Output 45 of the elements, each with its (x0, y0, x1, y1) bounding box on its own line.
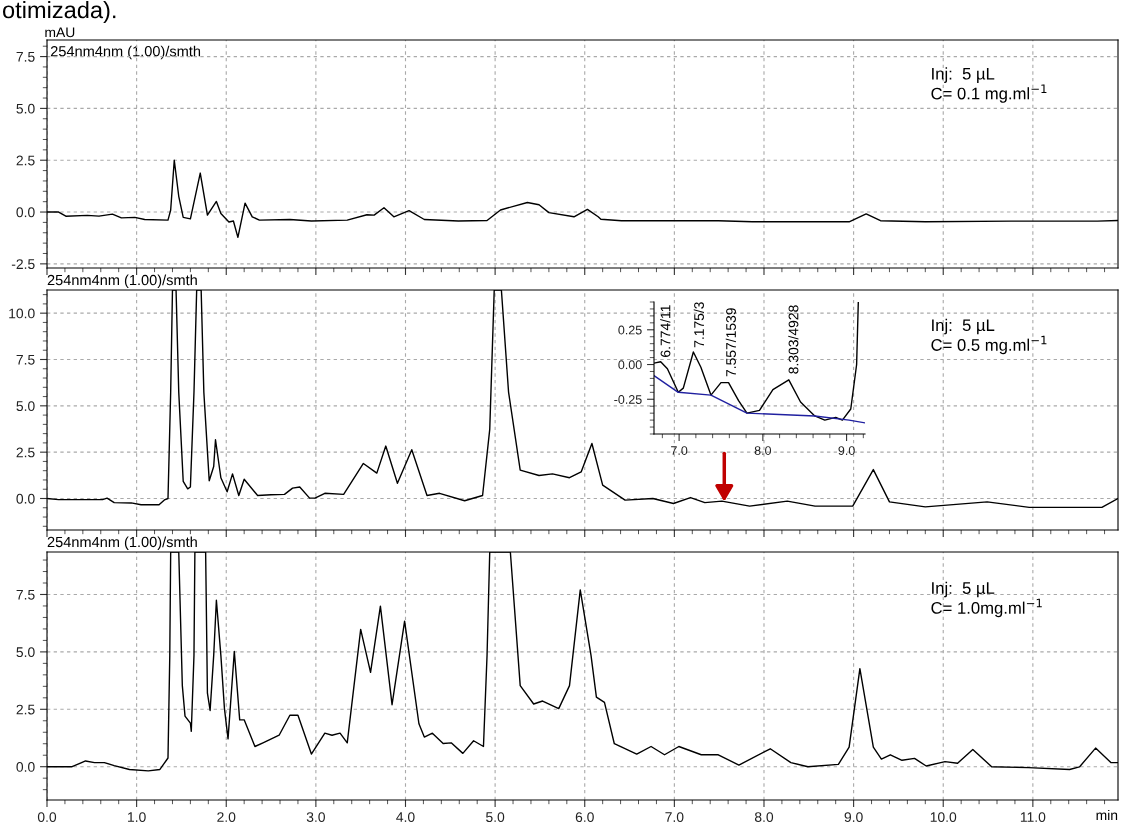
x-tick-label: 8.0 (754, 812, 774, 823)
y-tick-label: 7.5 (16, 354, 35, 365)
x-tick-label: 6.0 (575, 812, 594, 823)
annotation: Inj: 5 µL C= 0.1 mg.ml$^{−1}$ (931, 67, 1047, 103)
x-tick-label: 2.0 (217, 812, 236, 823)
y-tick-label: 0.25 (618, 325, 642, 335)
y-tick-label: 0.0 (16, 762, 35, 772)
x-tick-label: 7.0 (671, 446, 688, 455)
y-tick-label: 7.5 (16, 589, 35, 600)
text: 254nm4nm (1.00)/smth (47, 274, 197, 289)
y-tick-label: 5.0 (16, 647, 35, 658)
y-tick-label: 5.0 (16, 401, 35, 411)
x-tick-label: 11.0 (1020, 812, 1046, 823)
y-tick-label: 2.5 (16, 155, 35, 166)
y-tick-label: 2.5 (16, 704, 35, 715)
y-tick-label: -2.5 (11, 259, 35, 270)
y-tick-label: -0.25 (614, 395, 642, 404)
y-tick-label: 5.0 (16, 103, 35, 114)
x-tick-label: 7.0 (665, 812, 684, 823)
y-tick-label: 0.0 (16, 493, 35, 504)
annotation: 7.175/3 (693, 302, 704, 348)
y-tick-label: 0.0 (16, 207, 35, 218)
annotation: 8.303/4928 (788, 305, 799, 374)
x-tick-label: 3.0 (306, 812, 325, 823)
x-tick-label: 9.0 (844, 812, 863, 823)
x-axis-title: min (1096, 809, 1118, 820)
y-tick-label: 7.5 (16, 52, 35, 62)
y-axis-title: mAU (45, 27, 75, 38)
chart-title: otimizada). (2, 1, 116, 23)
x-tick-label: 10.0 (930, 812, 957, 823)
x-tick-label: 4.0 (396, 812, 415, 823)
y-tick-label: 2.5 (16, 447, 35, 458)
annotation: 6.774/11 (660, 305, 671, 357)
x-tick-label: 9.0 (838, 446, 855, 455)
annotation: 7.557/1539 (725, 308, 736, 377)
x-tick-label: 5.0 (486, 812, 505, 823)
annotation: Inj: 5 µL C= 0.5 mg.ml$^{−1}$ (931, 318, 1047, 355)
x-tick-label: 0.0 (37, 812, 57, 823)
y-tick-label: 10.0 (9, 308, 35, 319)
x-tick-label: 1.0 (128, 812, 146, 823)
x-tick-label: 8.0 (754, 446, 772, 455)
y-tick-label: 0.00 (618, 360, 642, 370)
annotation: Inj: 5 µL C= 1.0mg.ml$^{−1}$ (931, 581, 1042, 618)
text: 254nm4nm (1.00)/smth (47, 536, 197, 551)
annotation: 254nm4nm (1.00)/smth (50, 45, 201, 60)
